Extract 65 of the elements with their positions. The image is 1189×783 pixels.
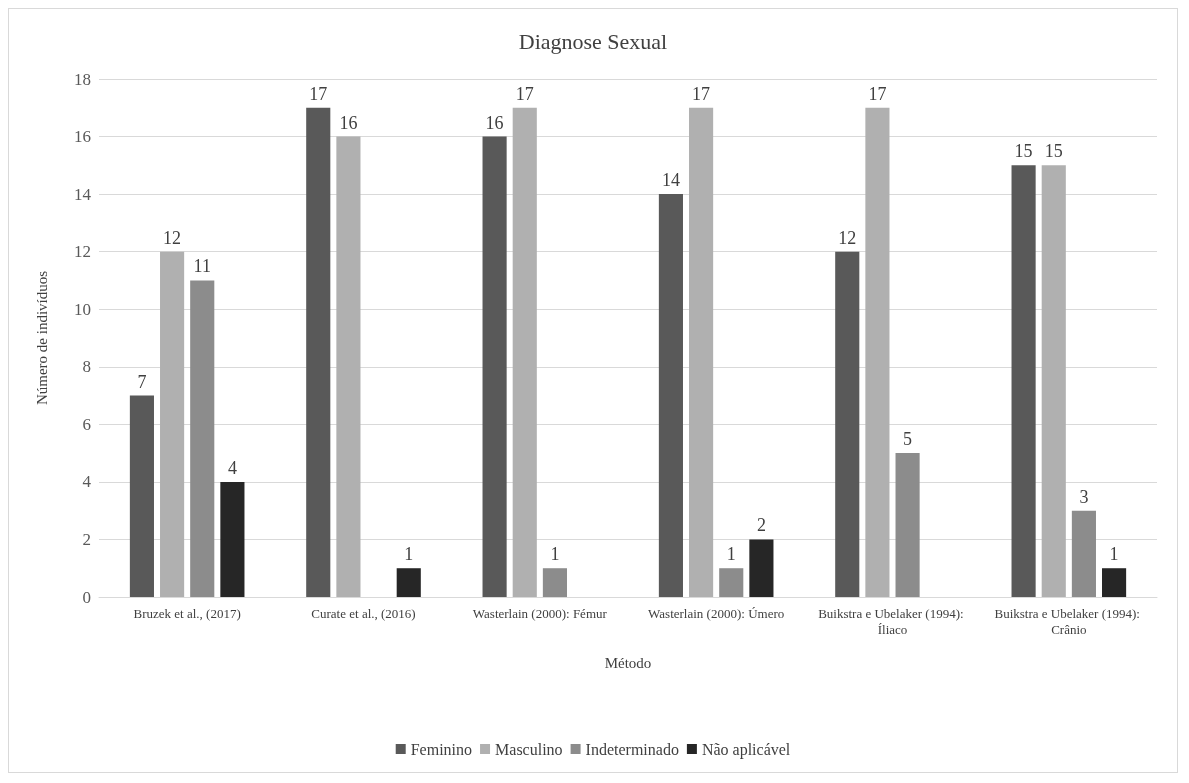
y-tick-label: 10 [74, 299, 91, 319]
data-label: 1 [550, 544, 560, 565]
data-label: 17 [309, 83, 328, 104]
data-label: 1 [726, 544, 736, 565]
bar [835, 251, 860, 597]
bar [1041, 165, 1066, 597]
y-tick-label: 4 [82, 472, 92, 492]
legend-label: Indeterminado [585, 740, 679, 758]
data-label: 1 [404, 544, 414, 565]
data-label: 5 [903, 429, 913, 450]
bar [482, 136, 507, 597]
bar [1071, 510, 1096, 597]
x-axis-title: Método [604, 654, 652, 671]
data-label: 15 [1044, 141, 1063, 162]
bar [749, 539, 774, 597]
data-label: 17 [515, 83, 534, 104]
y-tick-label: 6 [82, 414, 91, 434]
data-label: 11 [193, 256, 211, 277]
data-label: 4 [227, 457, 237, 478]
y-tick-label: 2 [82, 529, 91, 549]
legend-label: Masculino [495, 740, 563, 758]
y-tick-label: 12 [74, 242, 91, 262]
bar [658, 194, 683, 597]
y-axis-title: Número de indivíduos [33, 270, 50, 406]
data-label: 16 [339, 112, 358, 133]
bar [336, 136, 361, 597]
bar [160, 251, 185, 597]
y-tick-label: 8 [82, 357, 91, 377]
bar [306, 107, 331, 597]
y-tick-label: 14 [74, 184, 92, 204]
x-tick-label: Curate et al., (2016) [311, 605, 416, 621]
bar [542, 568, 567, 597]
bar [396, 568, 421, 597]
data-label: 1 [1109, 544, 1119, 565]
data-label: 12 [163, 227, 182, 248]
data-label: 2 [756, 515, 766, 536]
bar [1011, 165, 1036, 597]
data-label: 12 [838, 227, 857, 248]
bar [220, 481, 245, 597]
data-label: 14 [661, 170, 680, 191]
data-label: 7 [137, 371, 147, 392]
y-tick-label: 0 [82, 587, 91, 607]
bar [719, 568, 744, 597]
x-tick-label: Wasterlain (2000): Úmero [648, 605, 785, 621]
bar [865, 107, 890, 597]
bar [512, 107, 537, 597]
data-label: 17 [868, 83, 887, 104]
x-tick-label: Wasterlain (2000): Fémur [472, 605, 608, 621]
bar [1102, 568, 1127, 597]
bar [689, 107, 714, 597]
data-label: 3 [1079, 486, 1089, 507]
y-tick-label: 16 [74, 127, 91, 147]
data-label: 17 [692, 83, 711, 104]
data-label: 15 [1014, 141, 1033, 162]
legend-label: Feminino [410, 740, 473, 758]
x-tick-label: Bruzek et al., (2017) [133, 605, 241, 621]
data-label: 16 [485, 112, 504, 133]
bar [129, 395, 154, 597]
x-tick-label: Buikstra e Ubelaker (1994): Íliaco [818, 605, 967, 637]
y-tick-label: 18 [74, 69, 91, 89]
legend-label: Não aplicável [701, 740, 791, 759]
chart-title: Diagnose Sexual [518, 28, 668, 54]
x-tick-label: Buikstra e Ubelaker (1994): Crânio [994, 605, 1144, 637]
bar [190, 280, 215, 597]
bar [895, 453, 920, 597]
